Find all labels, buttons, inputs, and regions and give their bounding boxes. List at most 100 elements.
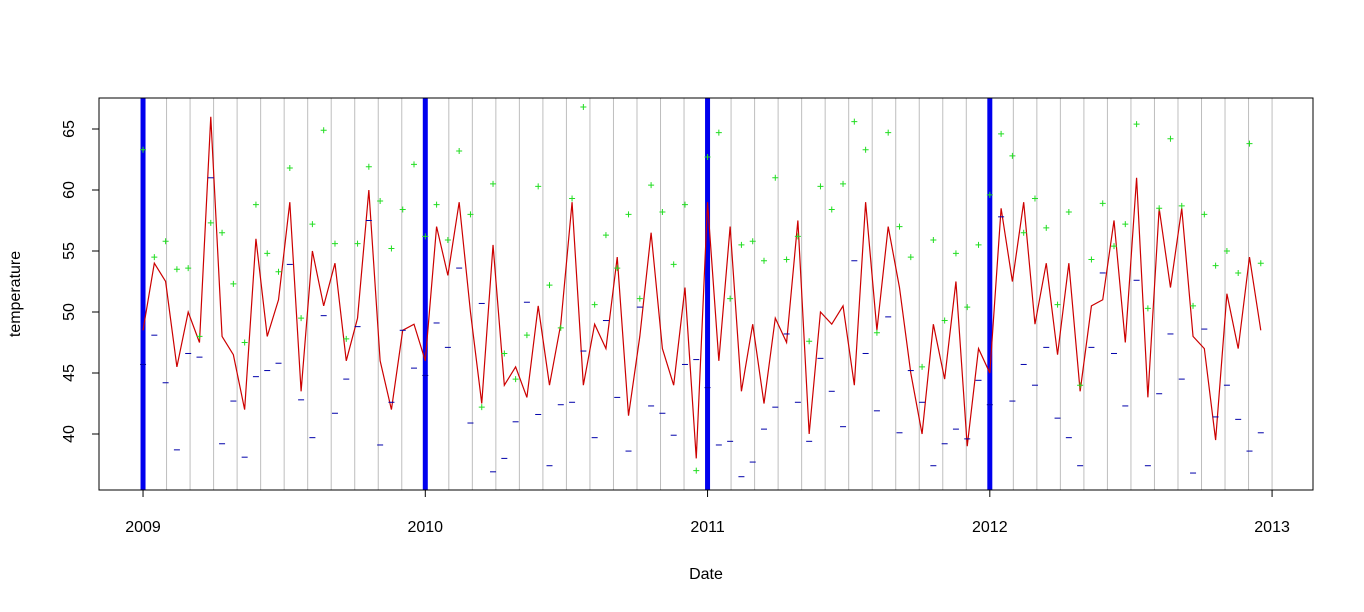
max-marker [557, 324, 564, 331]
max-marker [873, 329, 880, 336]
y-axis-label: temperature [7, 251, 24, 337]
max-marker [580, 104, 587, 111]
max-marker [512, 376, 519, 383]
max-marker [1167, 135, 1174, 142]
max-marker [162, 238, 169, 245]
max-marker [1111, 243, 1118, 250]
x-axis-label: Date [689, 566, 723, 583]
max-marker [478, 404, 485, 411]
max-marker [569, 195, 576, 202]
x-tick-label: 2012 [972, 519, 1008, 536]
max-marker [309, 221, 316, 228]
max-marker [975, 241, 982, 248]
max-marker [738, 241, 745, 248]
max-marker [433, 201, 440, 208]
max-marker [140, 146, 147, 153]
max-marker [422, 233, 429, 240]
y-tick-label: 60 [61, 181, 78, 199]
max-marker [523, 332, 530, 339]
max-marker [354, 240, 361, 247]
y-tick-label: 65 [61, 120, 78, 138]
max-marker [377, 197, 384, 204]
max-marker [930, 237, 937, 244]
max-marker [1212, 262, 1219, 269]
max-marker [467, 211, 474, 218]
max-marker [1257, 260, 1264, 267]
y-tick-label: 50 [61, 303, 78, 321]
data-line [142, 116, 1262, 459]
x-tick-label: 2009 [125, 519, 161, 536]
max-marker [602, 232, 609, 239]
max-marker [320, 127, 327, 134]
max-marker [1235, 269, 1242, 276]
max-marker [614, 265, 621, 272]
max-marker [986, 191, 993, 198]
max-marker [1043, 224, 1050, 231]
max-marker [444, 237, 451, 244]
max-marker [783, 256, 790, 263]
max-marker [941, 317, 948, 324]
max-marker [772, 174, 779, 181]
max-marker [806, 338, 813, 345]
y-tick-label: 40 [61, 425, 78, 443]
max-marker [828, 206, 835, 213]
max-marker [1031, 195, 1038, 202]
max-marker [298, 315, 305, 322]
max-marker [365, 163, 372, 170]
max-marker [817, 183, 824, 190]
max-marker [727, 295, 734, 302]
max-marker [535, 183, 542, 190]
max-marker [591, 301, 598, 308]
y-tick-label: 55 [61, 242, 78, 260]
max-marker [1088, 256, 1095, 263]
max-marker [456, 147, 463, 154]
max-marker [1156, 205, 1163, 212]
max-marker [625, 211, 632, 218]
max-marker [173, 266, 180, 273]
max-marker [219, 229, 226, 236]
max-marker [275, 268, 282, 275]
max-marker [331, 240, 338, 247]
max-marker [151, 254, 158, 261]
max-marker [388, 245, 395, 252]
max-marker [1144, 305, 1151, 312]
max-marker [399, 206, 406, 213]
max-marker [207, 219, 214, 226]
x-tick-label: 2010 [407, 519, 443, 536]
max-marker [952, 250, 959, 257]
max-marker [411, 161, 418, 168]
max-marker [1009, 152, 1016, 159]
max-marker [964, 304, 971, 311]
max-marker [794, 233, 801, 240]
max-marker [185, 265, 192, 272]
max-marker [1201, 211, 1208, 218]
x-tick-label: 2011 [690, 519, 725, 536]
max-marker [749, 238, 756, 245]
max-marker [490, 180, 497, 187]
max-marker [1178, 202, 1185, 209]
max-marker [715, 129, 722, 136]
max-marker [264, 250, 271, 257]
max-marker [1077, 382, 1084, 389]
max-marker [546, 282, 553, 289]
max-marker [230, 280, 237, 287]
max-marker [704, 154, 711, 161]
max-marker [1099, 200, 1106, 207]
max-marker [1122, 221, 1129, 228]
max-marker [862, 146, 869, 153]
max-marker [885, 129, 892, 136]
x-tick-label: 2013 [1254, 519, 1290, 536]
max-marker [896, 223, 903, 230]
max-marker [501, 350, 508, 357]
max-marker [1054, 301, 1061, 308]
max-marker [907, 254, 914, 261]
max-marker [681, 201, 688, 208]
max-marker [1020, 229, 1027, 236]
y-tick-label: 45 [61, 364, 78, 382]
max-marker [241, 339, 248, 346]
max-marker [1246, 140, 1253, 147]
max-marker [1065, 208, 1072, 215]
max-marker [648, 182, 655, 189]
